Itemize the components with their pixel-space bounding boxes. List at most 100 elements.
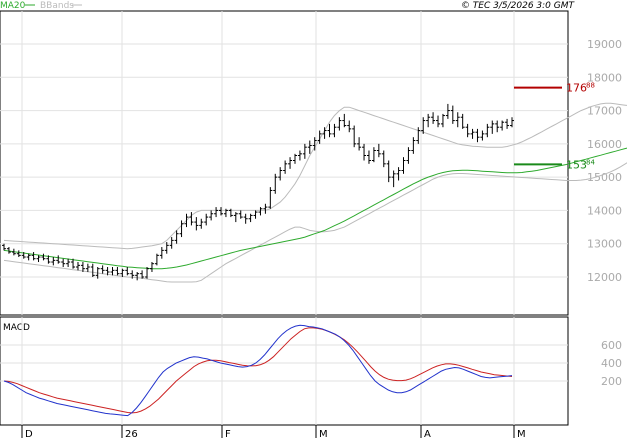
ohlc-bar bbox=[41, 253, 46, 261]
ohlc-bar bbox=[164, 242, 169, 254]
ohlc-bar bbox=[204, 213, 209, 226]
ohlc-bar bbox=[278, 167, 283, 181]
price-tick-label: 13000 bbox=[587, 238, 622, 251]
ohlc-bar bbox=[302, 143, 307, 159]
ohlc-bar bbox=[149, 262, 154, 273]
ohlc-bar bbox=[401, 157, 406, 174]
ohlc-bar bbox=[223, 208, 228, 218]
ohlc-bar bbox=[411, 137, 416, 154]
ohlc-bar bbox=[51, 257, 56, 266]
price-tick-label: 19000 bbox=[587, 38, 622, 51]
ohlc-bar bbox=[480, 130, 485, 141]
ohlc-bar bbox=[391, 170, 396, 188]
ohlc-bar bbox=[505, 118, 510, 129]
support-label-sup: 84 bbox=[586, 158, 595, 166]
ohlc-bar bbox=[332, 123, 337, 138]
price-levels: 176 88 153 84 bbox=[514, 82, 595, 171]
macd-tick-label: 400 bbox=[601, 357, 622, 370]
ohlc-bar bbox=[214, 207, 219, 218]
ohlc-bar bbox=[184, 213, 189, 228]
ohlc-bar bbox=[396, 167, 401, 181]
macd-line bbox=[3, 324, 513, 417]
ohlc-bar bbox=[253, 210, 258, 219]
macd-grid bbox=[0, 344, 568, 382]
ohlc-bar bbox=[347, 120, 352, 133]
bollinger-bands bbox=[3, 102, 627, 283]
ohlc-bar bbox=[31, 252, 36, 261]
ohlc-bar bbox=[80, 262, 85, 273]
ohlc-bar bbox=[450, 105, 455, 124]
ohlc-bar bbox=[233, 212, 238, 223]
price-tick-label: 12000 bbox=[587, 271, 622, 284]
ohlc-bar bbox=[16, 250, 21, 258]
bband-lower-line bbox=[3, 162, 627, 283]
legend-bbands: BBands bbox=[40, 1, 74, 11]
ohlc-bar bbox=[228, 208, 233, 218]
support-label: 153 bbox=[566, 158, 587, 171]
macd-y-axis: 200 400 600 bbox=[601, 339, 622, 388]
ohlc-bar bbox=[376, 143, 381, 158]
ohlc-bar bbox=[125, 267, 130, 276]
price-tick-label: 16000 bbox=[587, 138, 622, 151]
ohlc-bar bbox=[11, 248, 16, 256]
ohlc-bar bbox=[194, 217, 199, 231]
ohlc-bar bbox=[135, 272, 140, 281]
ohlc-bar bbox=[71, 258, 76, 269]
ohlc-bar bbox=[169, 237, 174, 249]
x-tick-label: 26 bbox=[125, 429, 138, 440]
ohlc-bar bbox=[510, 117, 514, 128]
macd-signal-line bbox=[3, 327, 513, 414]
ohlc-bar bbox=[431, 112, 436, 124]
ohlc-bar bbox=[362, 143, 367, 161]
macd-tick-label: 200 bbox=[601, 375, 622, 388]
x-tick-label: A bbox=[424, 429, 431, 440]
ohlc-bar bbox=[490, 120, 495, 134]
price-tick-label: 15000 bbox=[587, 171, 622, 184]
ohlc-bar bbox=[263, 203, 268, 214]
ohlc-bar bbox=[381, 150, 386, 168]
ma20-path bbox=[3, 147, 627, 270]
ohlc-bar bbox=[140, 270, 145, 279]
ohlc-bar bbox=[297, 150, 302, 161]
macd-title: MACD bbox=[3, 323, 30, 333]
macd-lines bbox=[3, 324, 513, 417]
ohlc-bar bbox=[120, 268, 125, 277]
ohlc-bar bbox=[90, 263, 95, 277]
ohlc-bar bbox=[366, 150, 371, 164]
ohlc-bar bbox=[406, 147, 411, 164]
macd-panel-frame bbox=[0, 316, 569, 426]
ohlc-bar bbox=[56, 255, 61, 264]
ohlc-bar bbox=[495, 120, 500, 133]
ohlc-bar bbox=[248, 213, 253, 223]
ohlc-bar bbox=[460, 113, 465, 129]
ohlc-bar bbox=[189, 212, 194, 226]
ohlc-bar bbox=[258, 207, 263, 216]
ohlc-bar bbox=[386, 160, 391, 183]
ohlc-bar bbox=[21, 252, 26, 259]
ohlc-bar bbox=[292, 153, 297, 164]
ohlc-bar bbox=[66, 258, 71, 268]
ohlc-bar bbox=[500, 120, 505, 131]
ohlc-bar bbox=[352, 125, 357, 148]
ohlc-bar bbox=[436, 115, 441, 128]
ohlc-bar bbox=[342, 113, 347, 128]
ohlc-bar bbox=[61, 258, 66, 268]
legend-ma20: MA20 bbox=[0, 1, 26, 11]
ohlc-bars bbox=[2, 103, 514, 281]
ohlc-bar bbox=[312, 137, 317, 151]
bband-upper-line bbox=[3, 102, 627, 250]
x-tick-label: F bbox=[225, 429, 231, 440]
ohlc-bar bbox=[95, 267, 100, 279]
ohlc-bar bbox=[219, 207, 224, 216]
ohlc-bar bbox=[475, 128, 480, 143]
ohlc-bar bbox=[110, 267, 115, 276]
ohlc-bar bbox=[283, 160, 288, 174]
ohlc-bar bbox=[273, 173, 278, 194]
ohlc-bar bbox=[421, 117, 426, 134]
price-grid bbox=[0, 11, 568, 425]
ohlc-bar bbox=[485, 123, 490, 138]
ohlc-bar bbox=[322, 127, 327, 139]
ohlc-bar bbox=[85, 263, 90, 273]
ohlc-bar bbox=[115, 267, 120, 276]
